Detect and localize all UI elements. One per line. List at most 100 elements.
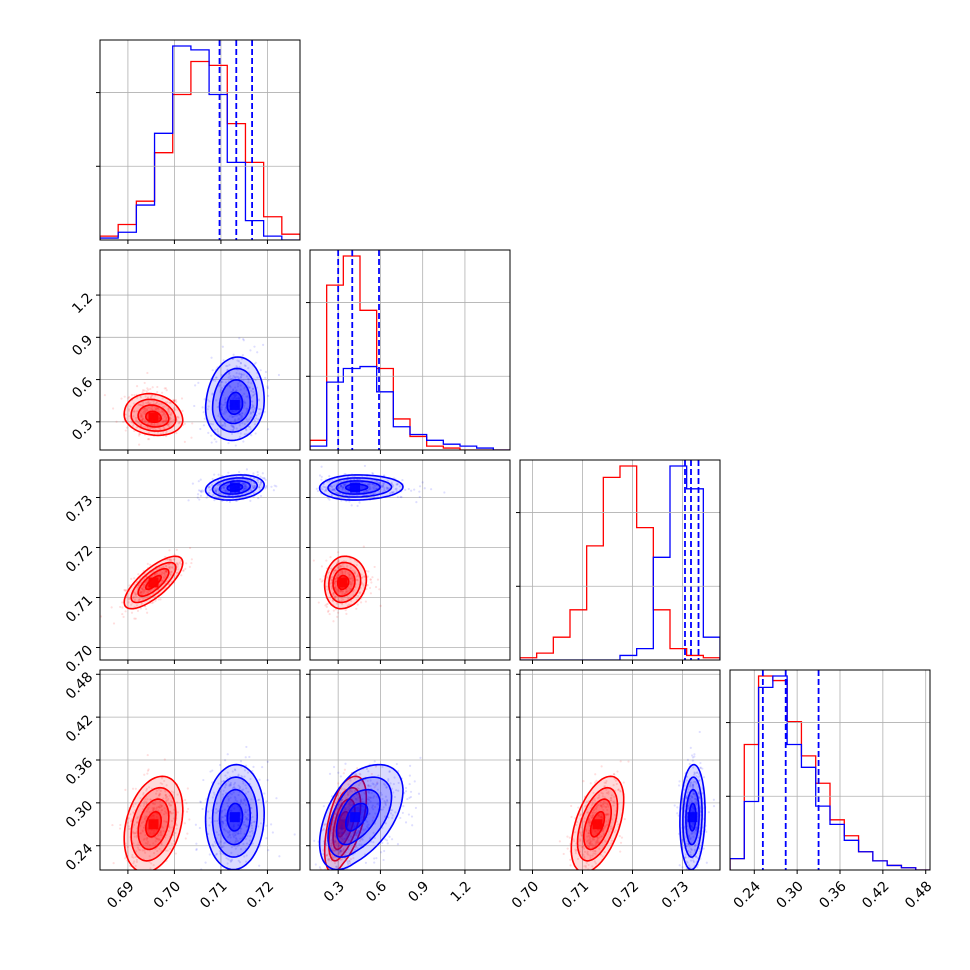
scatter-point [169,565,172,569]
scatter-point [239,432,242,435]
scatter-point [221,380,224,384]
scatter-point [151,405,154,408]
scatter-point [261,472,264,475]
scatter-point [168,422,171,425]
scatter-point [365,489,368,492]
scatter-point [199,800,202,803]
scatter-point [150,422,153,425]
scatter-point [145,815,149,818]
scatter-point [169,413,172,416]
scatter-point [152,863,155,867]
scatter-point [330,582,333,585]
scatter-point [241,482,244,485]
scatter-point [143,817,147,820]
scatter-point [335,577,338,580]
scatter-point [139,581,143,584]
scatter-point [259,494,263,498]
x-tick-label: 0.69 [104,878,137,911]
scatter-point [363,575,366,578]
density-peak [350,812,361,823]
scatter-point [133,831,136,835]
scatter-point [184,837,187,840]
scatter-point [243,832,246,835]
scatter-point [347,589,350,592]
scatter-point [338,564,341,567]
scatter-point [391,491,394,495]
scatter-point [160,834,163,837]
scatter-point [375,487,378,490]
scatter-point [165,570,168,573]
scatter-point [577,806,580,809]
scatter-point [618,834,621,838]
scatter-point [155,401,158,405]
scatter-point [146,840,150,843]
scatter-point [259,822,263,825]
scatter-point [190,558,193,561]
scatter-point [163,807,166,810]
scatter-point [215,376,218,379]
scatter-point [337,573,340,576]
scatter-point [252,491,256,495]
scatter-point [158,572,161,576]
scatter-point [155,792,158,795]
scatter-point [125,426,129,429]
scatter-point [201,489,204,492]
scatter-point [138,403,141,406]
scatter-point [569,864,572,867]
scatter-point [139,423,142,426]
scatter-point [620,836,624,839]
scatter-point [172,419,175,422]
contour-line [145,410,163,424]
scatter-point [132,830,135,833]
scatter-point [328,874,330,876]
scatter-point [418,490,421,493]
scatter-point [408,774,411,777]
scatter-point [349,587,352,590]
scatter-point [225,857,228,860]
scatter-point [344,571,347,574]
scatter-point [139,412,142,415]
scatter-point [332,620,335,623]
scatter-point [136,421,139,424]
scatter-point [366,584,369,587]
scatter-point [237,413,240,416]
scatter-point [200,491,203,494]
scatter-point [130,393,134,397]
contour-line [145,574,163,591]
scatter-point [320,478,323,481]
scatter-point [411,824,414,827]
scatter-point [346,475,350,478]
scatter-point [182,569,185,572]
scatter-point [229,375,232,378]
scatter-point [334,489,337,492]
scatter-point [134,593,137,596]
scatter-point [147,595,150,598]
scatter-point [222,486,225,490]
scatter-point [151,807,154,810]
scatter-point [153,806,156,810]
scatter-point [214,489,218,492]
scatter-point [154,840,157,843]
scatter-point [197,480,200,483]
scatter-point [215,852,218,855]
scatter-point [223,488,226,491]
histogram-series-0 [100,60,300,240]
scatter-point [251,394,255,397]
scatter-point [147,806,150,809]
scatter-point [143,597,146,600]
scatter-point [112,862,115,865]
scatter-point [222,842,226,845]
scatter-point [168,549,171,552]
scatter-point [200,490,203,493]
scatter-point [137,403,140,406]
scatter-point [251,387,255,390]
contour-line [327,477,393,498]
scatter-point [162,829,165,833]
scatter-point [332,488,336,491]
scatter-point [178,561,181,564]
scatter-point [167,409,170,412]
scatter-point [169,417,172,420]
scatter-point [347,575,350,578]
scatter-point [219,416,222,419]
scatter-point [353,572,357,576]
